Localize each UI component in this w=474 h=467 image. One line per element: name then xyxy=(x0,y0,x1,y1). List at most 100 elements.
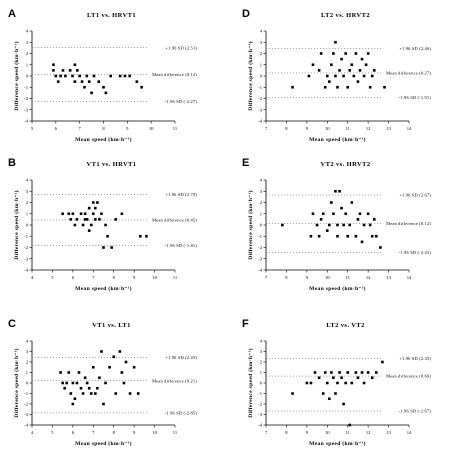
data-point xyxy=(360,57,364,61)
y-tick-label: -1 xyxy=(258,85,263,90)
y-axis-label: Difference speed (km·h⁻¹) xyxy=(13,190,20,260)
y-tick-label: -3 xyxy=(24,412,29,417)
reference-line-label: +1.96 SD (2.70) xyxy=(165,192,197,197)
data-point xyxy=(350,63,354,67)
x-tick-label: 12 xyxy=(366,430,371,435)
y-tick-label: 3 xyxy=(260,189,263,194)
x-tick-label: 4 xyxy=(31,275,34,280)
data-point xyxy=(69,392,73,395)
y-tick-label: 4 xyxy=(260,339,263,344)
data-point xyxy=(71,74,74,78)
x-tick-label: 5 xyxy=(51,430,54,435)
data-point xyxy=(291,85,294,89)
data-point xyxy=(336,381,339,385)
data-point xyxy=(334,74,337,78)
y-tick-label: -2 xyxy=(24,402,29,407)
data-point xyxy=(340,206,343,210)
x-tick-label: 11 xyxy=(345,430,350,435)
panel-letter: C xyxy=(8,318,16,330)
data-point xyxy=(305,381,309,385)
data-point xyxy=(85,381,89,385)
panel-c: C VT1 vs. LT1 -4 -3 -2 -1 0 1 2 3 4 4 5 6 7 8 9 10 11 Mean … xyxy=(8,318,197,447)
data-point xyxy=(332,52,335,55)
reference-line-label: +1.96 SD (2.67) xyxy=(399,192,431,197)
x-tick-label: 8 xyxy=(285,126,288,131)
data-point xyxy=(358,69,362,72)
data-point xyxy=(73,80,77,83)
y-tick-label: 0 xyxy=(26,223,29,228)
data-point xyxy=(372,218,376,221)
y-tick-label: -4 xyxy=(24,268,29,273)
x-tick-label: 4 xyxy=(31,430,34,435)
data-point xyxy=(83,376,87,380)
reference-line-label: -1.96 SD (-1.81) xyxy=(165,243,198,248)
data-point xyxy=(360,371,364,374)
data-point xyxy=(81,223,85,227)
panel-letter: F xyxy=(242,318,249,330)
y-tick-label: 0 xyxy=(26,74,29,79)
data-point xyxy=(71,381,75,385)
x-tick-label: 7 xyxy=(79,126,82,131)
x-tick-label: 12 xyxy=(366,275,371,280)
data-point xyxy=(328,397,331,401)
y-tick-label: -4 xyxy=(24,423,29,428)
data-point xyxy=(362,74,366,78)
data-point xyxy=(114,218,118,221)
data-point xyxy=(77,371,81,374)
data-point xyxy=(366,371,370,374)
data-point xyxy=(311,212,315,216)
x-tick-label: 10 xyxy=(152,430,157,435)
reference-line-label: -1.96 SD (-2.43) xyxy=(399,250,432,255)
data-point xyxy=(313,371,317,374)
y-tick-label: -1 xyxy=(258,234,263,239)
data-point xyxy=(321,392,325,395)
x-tick-label: 8 xyxy=(102,126,105,131)
x-tick-label: 7 xyxy=(92,275,95,280)
y-tick-label: 0 xyxy=(260,74,263,79)
y-tick-label: -1 xyxy=(258,391,263,396)
y-tick-label: 1 xyxy=(260,211,263,216)
panel-b: B VT1 vs. HRVT1 -4 -3 -2 -1 0 1 2 3 4 4 5 6 7 8 9 10 11 Mea… xyxy=(8,157,197,292)
data-point xyxy=(360,240,364,244)
data-point xyxy=(94,206,97,210)
data-point xyxy=(281,223,284,227)
data-point xyxy=(338,371,341,374)
x-tick-label: 5 xyxy=(51,275,54,280)
y-tick-label: 1 xyxy=(260,370,263,375)
data-point xyxy=(54,74,58,78)
data-point xyxy=(354,52,358,55)
y-tick-label: 4 xyxy=(26,339,29,344)
data-point xyxy=(91,365,95,369)
y-tick-label: 0 xyxy=(26,381,29,386)
data-point xyxy=(114,392,118,395)
data-point xyxy=(317,69,321,72)
data-point xyxy=(106,234,109,238)
x-tick-label: 6 xyxy=(72,275,75,280)
data-point xyxy=(120,371,124,374)
data-point xyxy=(346,371,350,374)
data-point xyxy=(334,189,337,193)
x-tick-label: 10 xyxy=(149,126,154,131)
data-point xyxy=(68,69,72,72)
x-tick-label: 10 xyxy=(325,126,330,131)
data-point xyxy=(69,218,73,221)
data-point xyxy=(102,85,105,89)
reference-line-label: Mean difference (0.21) xyxy=(152,378,197,383)
x-axis-label: Mean speed (km·h⁻¹) xyxy=(309,136,366,143)
data-point xyxy=(65,381,69,385)
data-point xyxy=(321,212,325,216)
data-point xyxy=(336,85,339,89)
reference-line-label: Mean difference (0.27) xyxy=(386,70,431,75)
data-point xyxy=(94,218,97,221)
data-point xyxy=(317,376,321,380)
data-point xyxy=(346,234,350,238)
y-tick-label: 2 xyxy=(26,200,29,205)
data-point xyxy=(315,223,319,227)
y-tick-label: 4 xyxy=(26,29,29,34)
y-tick-label: -1 xyxy=(24,85,29,90)
data-point xyxy=(52,63,55,67)
data-point xyxy=(83,218,87,221)
x-tick-label: 13 xyxy=(386,275,391,280)
